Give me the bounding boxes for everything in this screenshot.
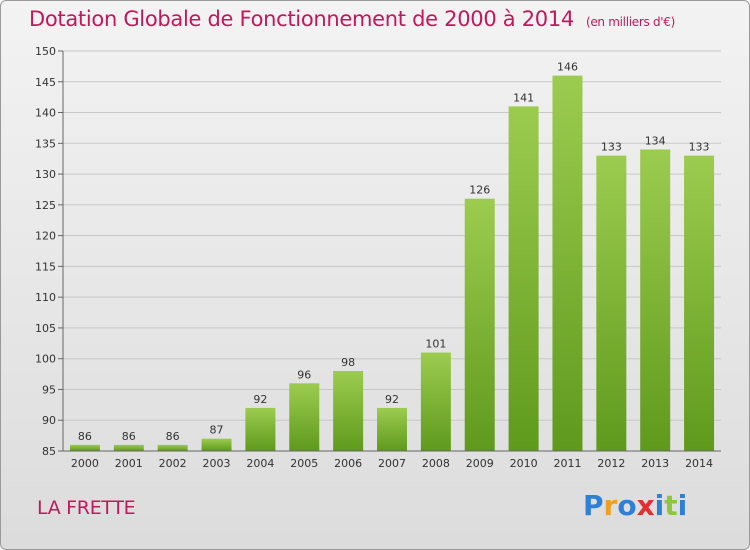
y-tick-label: 125: [35, 199, 56, 212]
data-label: 86: [166, 430, 180, 443]
y-tick-label: 120: [35, 230, 56, 243]
bar-2002: [157, 444, 188, 451]
logo-letter: i: [677, 489, 688, 522]
y-tick-label: 110: [35, 291, 56, 304]
x-tick-label: 2014: [685, 457, 713, 470]
data-label: 101: [425, 338, 446, 351]
bar-2006: [333, 371, 364, 451]
data-label: 92: [385, 393, 399, 406]
y-tick-label: 85: [42, 445, 56, 458]
x-tick-label: 2003: [203, 457, 231, 470]
bar-2003: [201, 438, 232, 451]
logo-letter: r: [603, 489, 618, 522]
x-tick-label: 2000: [71, 457, 99, 470]
chart-subtitle: (en milliers d'€): [585, 15, 675, 29]
x-tick-label: 2005: [290, 457, 318, 470]
x-tick-label: 2008: [422, 457, 450, 470]
y-tick-label: 145: [35, 76, 56, 89]
y-tick-label: 140: [35, 107, 56, 120]
data-label: 92: [253, 393, 267, 406]
x-tick-label: 2012: [597, 457, 625, 470]
y-tick-label: 115: [35, 260, 56, 273]
logo-letter: o: [617, 489, 637, 522]
x-tick-label: 2001: [115, 457, 143, 470]
logo-letter: x: [636, 489, 655, 522]
y-tick-label: 135: [35, 137, 56, 150]
x-tick-label: 2002: [159, 457, 187, 470]
y-tick-label: 100: [35, 353, 56, 366]
data-label: 87: [210, 424, 224, 437]
x-tick-label: 2006: [334, 457, 362, 470]
y-tick-label: 150: [35, 45, 56, 58]
bar-2001: [113, 444, 144, 451]
axes: [58, 50, 721, 452]
bar-2011: [552, 75, 583, 451]
bar-2009: [464, 198, 495, 451]
x-tick-label: 2013: [641, 457, 669, 470]
x-tick-label: 2004: [246, 457, 274, 470]
bars: [69, 75, 715, 451]
y-tick-label: 95: [42, 383, 56, 396]
y-tick-label: 105: [35, 322, 56, 335]
data-label: 134: [645, 134, 666, 147]
x-tick-label: 2009: [466, 457, 494, 470]
bar-2000: [69, 444, 100, 451]
data-label: 96: [297, 368, 311, 381]
logo-letter: i: [654, 489, 665, 522]
data-label: 146: [557, 61, 578, 74]
data-label: 86: [78, 430, 92, 443]
chart-title: Dotation Globale de Fonctionnement de 20…: [29, 7, 675, 31]
logo-letter: P: [583, 489, 604, 522]
bar-2008: [420, 352, 451, 451]
logo-letter: t: [664, 489, 678, 522]
data-label: 86: [122, 430, 136, 443]
labels: 85 90 95 100 105 110 115 120 125 130 135 140 145 150 8…: [35, 45, 713, 470]
bar-2005: [289, 383, 320, 451]
x-tick-label: 2007: [378, 457, 406, 470]
y-tick-label: 90: [42, 414, 56, 427]
bar-2010: [508, 106, 539, 451]
commune-name: LA FRETTE: [37, 497, 136, 519]
chart-title-text: Dotation Globale de Fonctionnement de 20…: [29, 7, 574, 31]
data-label: 141: [513, 91, 534, 104]
x-tick-label: 2011: [553, 457, 581, 470]
grid-lines: [63, 50, 721, 452]
y-tick-label: 130: [35, 168, 56, 181]
bar-2004: [245, 407, 276, 451]
data-label: 98: [341, 356, 355, 369]
data-label: 126: [469, 184, 490, 197]
data-label: 133: [601, 141, 622, 154]
x-tick-label: 2010: [510, 457, 538, 470]
bar-2007: [377, 407, 407, 451]
data-label: 133: [689, 141, 710, 154]
bar-2012: [596, 155, 627, 451]
bar-2013: [640, 149, 671, 451]
proxiti-logo[interactable]: Proxiti: [583, 489, 687, 522]
bar-2014: [684, 155, 715, 451]
